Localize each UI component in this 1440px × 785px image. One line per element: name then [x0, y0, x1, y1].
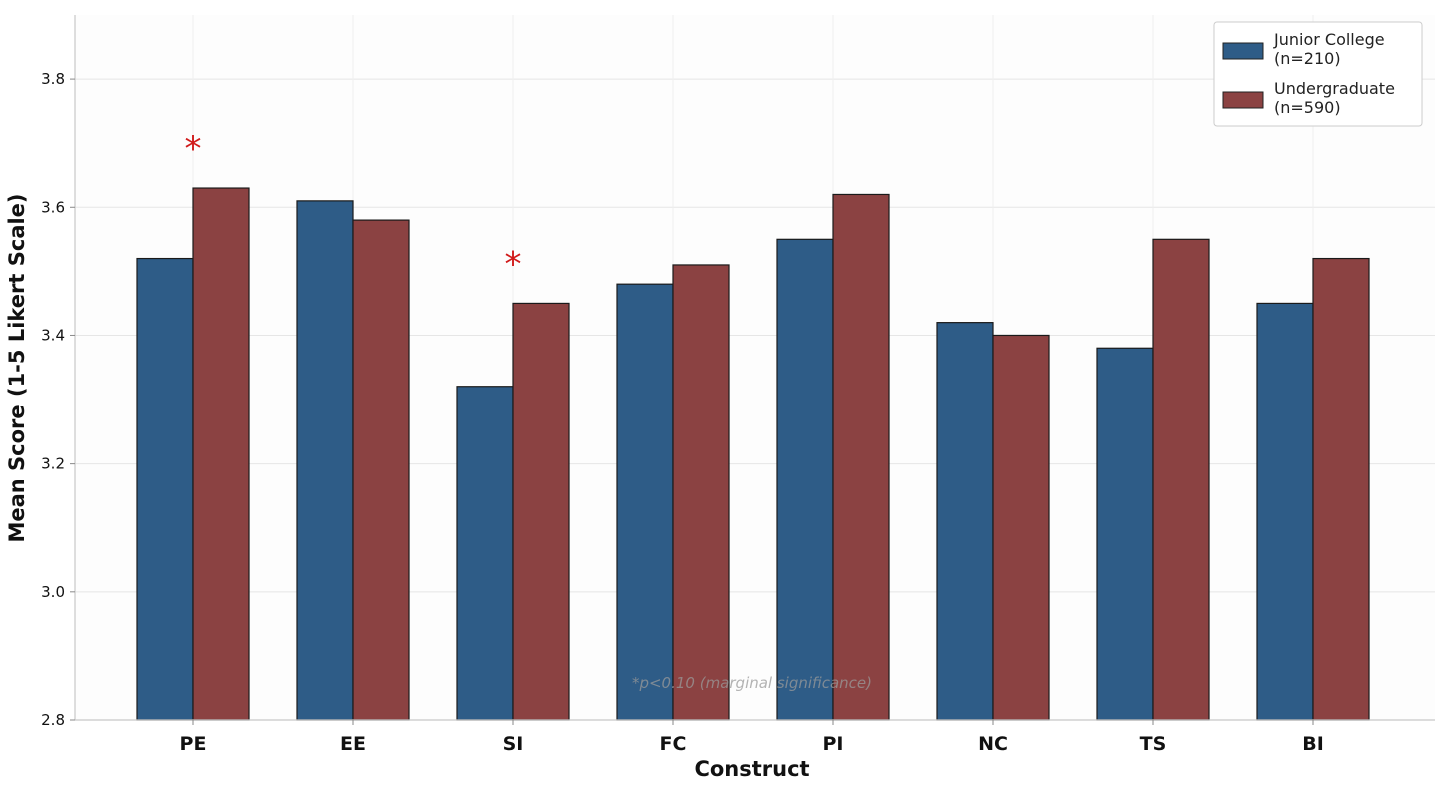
x-tick-label-ee: EE: [340, 733, 366, 755]
x-tick-label-fc: FC: [660, 733, 687, 755]
bar-junior-college-pi: [776, 238, 834, 721]
legend-swatch-undergraduate: [1222, 91, 1264, 109]
x-tick-label-bi: BI: [1302, 733, 1324, 755]
significance-mark-si: *: [505, 244, 522, 284]
bar-junior-college-ee: [296, 200, 354, 721]
axes: [74, 15, 1435, 721]
legend-swatch-junior-college: [1222, 42, 1264, 60]
bar-undergraduate-pe: [192, 187, 250, 721]
bar-junior-college-nc: [936, 322, 994, 721]
legend-label-junior-college: Junior College (n=210): [1273, 30, 1390, 68]
y-tick-label: 2.8: [41, 711, 65, 729]
bar-undergraduate-fc: [672, 264, 730, 721]
bar-undergraduate-pi: [832, 193, 890, 721]
x-tick-label-nc: NC: [978, 733, 1008, 755]
bar-undergraduate-nc: [992, 334, 1050, 721]
legend: Junior College (n=210) Undergraduate (n=…: [1213, 21, 1423, 127]
legend-frame: [1213, 21, 1423, 127]
bar-undergraduate-ts: [1152, 238, 1210, 721]
footnote: *p<0.10 (marginal significance): [632, 674, 872, 692]
significance-mark-pe: *: [185, 129, 202, 169]
x-tick-label-pe: PE: [180, 733, 207, 755]
x-axis-ticks: PE EE SI FC PI NC TS BI: [180, 720, 1324, 755]
x-axis-title: Construct: [694, 757, 809, 781]
bar-undergraduate-si: [512, 302, 570, 721]
bar-junior-college-bi: [1256, 302, 1314, 721]
significance-annotations: **: [185, 129, 522, 284]
x-tick-label-pi: PI: [823, 733, 844, 755]
y-tick-label: 3.2: [41, 455, 65, 473]
bar-undergraduate-bi: [1312, 257, 1370, 721]
y-tick-label: 3.8: [41, 70, 65, 88]
bars: [136, 187, 1370, 721]
x-tick-label-ts: TS: [1140, 733, 1167, 755]
bar-junior-college-fc: [616, 283, 674, 721]
y-tick-label: 3.4: [41, 326, 65, 344]
y-axis-ticks: 2.8 3.0 3.2 3.4 3.6 3.8: [41, 70, 75, 729]
bar-junior-college-pe: [136, 257, 194, 721]
y-axis-title: Mean Score (1-5 Likert Scale): [5, 193, 29, 542]
x-tick-label-si: SI: [503, 733, 524, 755]
legend-label-undergraduate: Undergraduate (n=590): [1274, 79, 1400, 117]
bar-undergraduate-ee: [352, 219, 410, 721]
y-tick-label: 3.0: [41, 583, 65, 601]
bar-junior-college-si: [456, 386, 514, 721]
y-tick-label: 3.6: [41, 198, 65, 216]
bar-junior-college-ts: [1096, 347, 1154, 721]
